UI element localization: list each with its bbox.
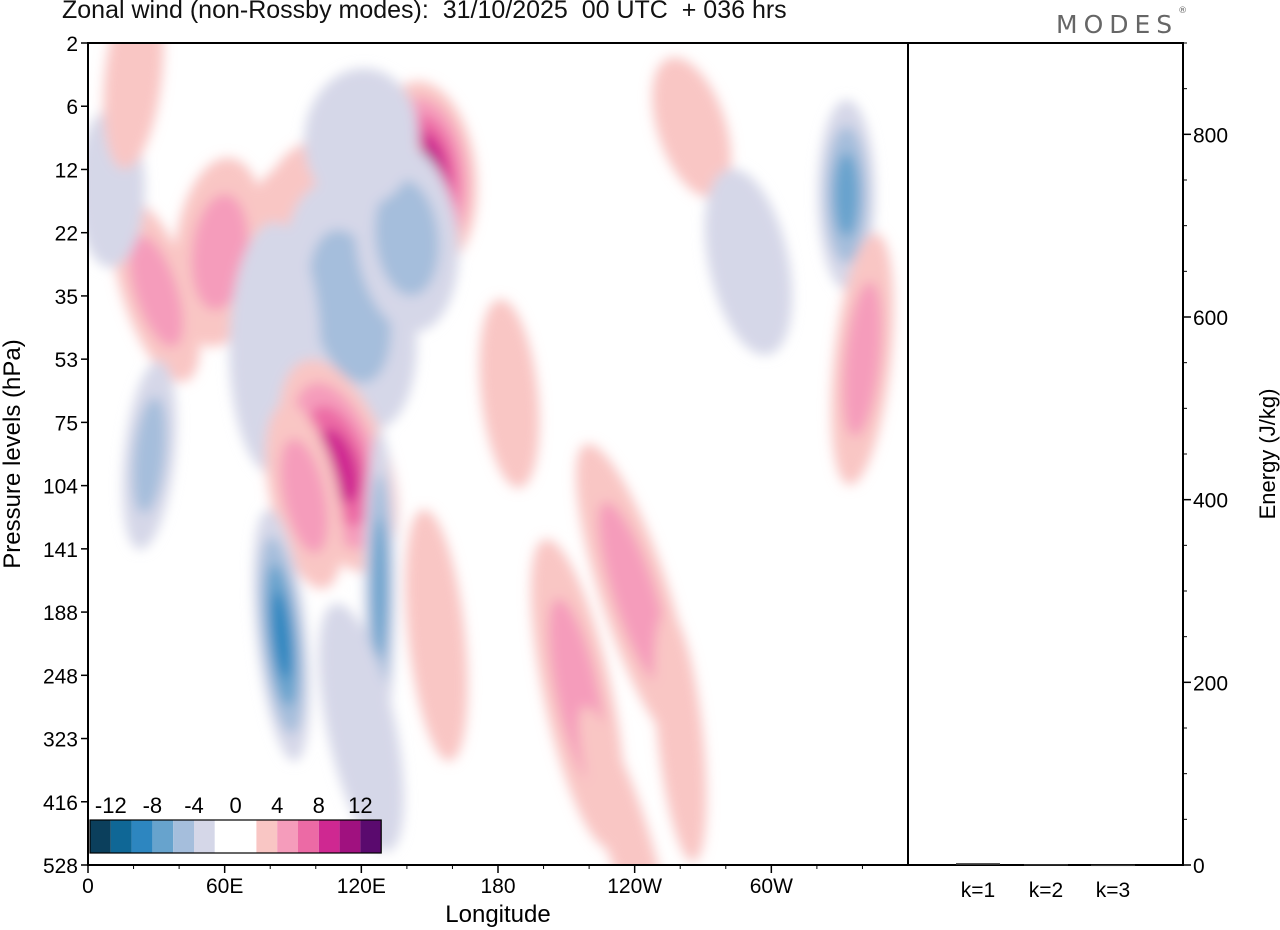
energy-category-label: k=2 bbox=[1029, 879, 1063, 902]
y-tick-label: 323 bbox=[43, 729, 78, 752]
heatmap-cell bbox=[372, 517, 387, 659]
colorbar-label: 0 bbox=[229, 793, 241, 818]
colorbar-frame bbox=[89, 819, 382, 854]
colorbar-swatch bbox=[298, 820, 319, 853]
heatmap-area bbox=[88, 43, 908, 865]
energy-tick-label: 600 bbox=[1193, 307, 1228, 330]
energy-tick-label: 200 bbox=[1193, 672, 1228, 695]
colorbar-swatch bbox=[235, 820, 257, 853]
y-tick-label: 141 bbox=[43, 539, 78, 562]
y-tick-label: 53 bbox=[55, 349, 78, 372]
heatmap-cell bbox=[129, 235, 184, 347]
energy-tick-label: 800 bbox=[1193, 124, 1228, 147]
y-tick-label: 104 bbox=[43, 476, 78, 499]
energy-category-label: k=3 bbox=[1096, 879, 1130, 902]
colorbar: -12 -8 -4 0 4 8 12 bbox=[89, 793, 382, 854]
x-tick-label: 60W bbox=[750, 875, 793, 898]
colorbar-swatch bbox=[152, 820, 174, 853]
y-tick-label: 188 bbox=[43, 602, 78, 625]
heatmap-cell bbox=[271, 591, 292, 680]
heatmap-cell bbox=[318, 603, 404, 852]
heatmap-cell bbox=[843, 281, 882, 437]
x-tick-label: 180 bbox=[480, 875, 515, 898]
energy-bar bbox=[956, 863, 1000, 865]
y-tick-label: 2 bbox=[66, 33, 78, 56]
y-tick-label: 528 bbox=[43, 855, 78, 878]
colorbar-label: 4 bbox=[271, 793, 283, 818]
colorbar-swatch bbox=[173, 820, 194, 853]
heatmap-cell bbox=[578, 706, 668, 865]
colorbar-swatch bbox=[339, 820, 361, 853]
x-tick-label: 0 bbox=[82, 875, 94, 898]
y-tick-label: 12 bbox=[55, 159, 78, 182]
colorbar-swatch bbox=[318, 820, 340, 853]
x-axis-label: Longitude bbox=[445, 901, 550, 928]
colorbar-label: -4 bbox=[184, 793, 204, 818]
heatmap-cell bbox=[704, 168, 793, 356]
heatmap-cell bbox=[833, 152, 860, 237]
brand-text: MODES bbox=[1056, 10, 1179, 39]
heatmap-cell bbox=[132, 397, 167, 514]
heatmap-cell bbox=[191, 194, 249, 311]
colorbar-swatch bbox=[214, 820, 236, 853]
x-tick-label: 120E bbox=[337, 875, 386, 898]
x-tick-label: 120W bbox=[607, 875, 662, 898]
energy-bar bbox=[1091, 864, 1135, 867]
chart-title: Zonal wind (non-Rossby modes): 31/10/202… bbox=[62, 0, 787, 24]
colorbar-swatch bbox=[90, 820, 111, 853]
heatmap-cell bbox=[479, 299, 540, 489]
heatmap-cell bbox=[405, 509, 468, 762]
energy-axis-label: Energy (J/kg) bbox=[1255, 389, 1280, 520]
colorbar-label: -8 bbox=[143, 793, 163, 818]
colorbar-swatch bbox=[110, 820, 132, 853]
heatmap-cell bbox=[103, 43, 164, 169]
heatmap-cell bbox=[374, 179, 439, 296]
colorbar-label: 8 bbox=[313, 793, 325, 818]
heatmap-cell bbox=[598, 501, 671, 688]
colorbar-swatch bbox=[131, 820, 153, 853]
y-tick-label: 35 bbox=[55, 286, 78, 309]
colorbar-swatch bbox=[360, 820, 382, 853]
heatmap-cell bbox=[304, 68, 419, 208]
y-tick-label: 248 bbox=[43, 665, 78, 688]
energy-tick-label: 400 bbox=[1193, 490, 1228, 513]
y-tick-label: 22 bbox=[55, 223, 78, 246]
colorbar-swatch bbox=[194, 820, 215, 853]
y-tick-label: 6 bbox=[66, 96, 78, 119]
colorbar-swatch bbox=[256, 820, 278, 853]
y-axis-label: Pressure levels (hPa) bbox=[0, 339, 26, 568]
registered-mark: ® bbox=[1178, 6, 1188, 16]
colorbar-label: 12 bbox=[348, 793, 372, 818]
heatmap-cell bbox=[652, 57, 732, 198]
energy-panel: 0 200 400 600 800 k=1 k=2 k=3 bbox=[907, 42, 1228, 902]
energy-tick-label: 0 bbox=[1193, 855, 1205, 878]
energy-category-label: k=1 bbox=[961, 879, 995, 902]
x-tick-label: 60E bbox=[206, 875, 243, 898]
heatmap-cell bbox=[653, 610, 707, 862]
y-tick-label: 416 bbox=[43, 792, 78, 815]
energy-bar bbox=[1024, 864, 1068, 866]
colorbar-label: -12 bbox=[95, 793, 127, 818]
modes-logo: MODES® bbox=[1056, 6, 1187, 39]
energy-frame bbox=[907, 42, 1184, 866]
y-tick-label: 75 bbox=[55, 412, 78, 435]
heatmap-cell bbox=[280, 438, 329, 554]
colorbar-swatch bbox=[277, 820, 298, 853]
